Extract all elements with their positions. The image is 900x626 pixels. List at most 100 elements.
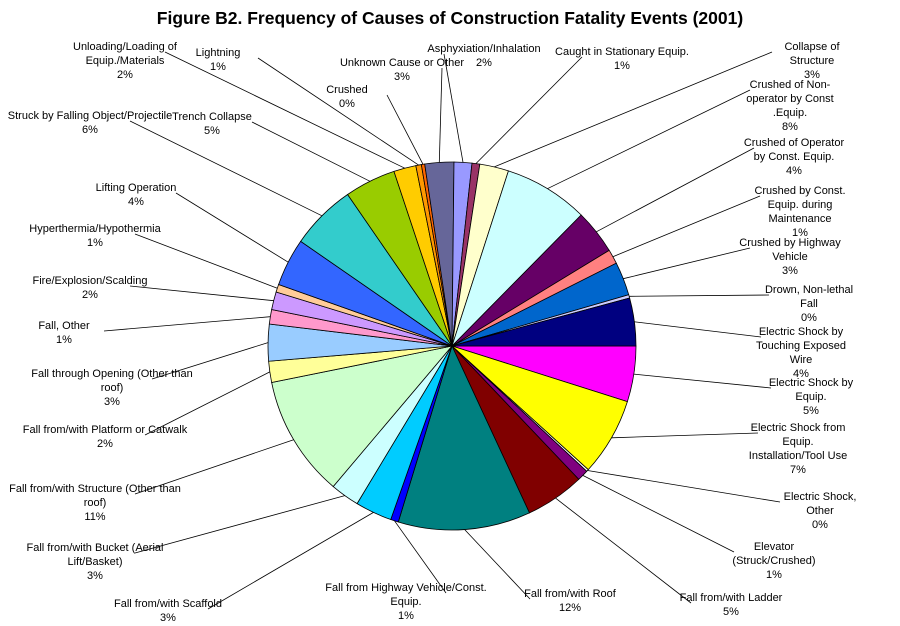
slice-label-percent: 0% [801, 312, 817, 324]
slice-label-percent: 1% [792, 227, 808, 239]
leader-line [547, 89, 751, 190]
slice-label-name: Fall from/with Scaffold [113, 598, 223, 610]
slice-label-percent: 1% [210, 61, 226, 73]
slice-label: Fall from/with Roof 12% [524, 587, 616, 615]
slice-label-percent: 0% [339, 98, 355, 110]
slice-label-name: Collapse of Structure [784, 41, 840, 67]
pie-slice [271, 345, 454, 488]
leader-line [555, 497, 692, 604]
slice-label-percent: 3% [160, 612, 176, 624]
slice-label: Crushed 0% [326, 83, 368, 111]
slice-label: Fall from/with Platform or Catwalk 2% [23, 423, 187, 451]
slice-label: Electric Shock by Equip. 5% [767, 376, 856, 418]
slice-label: Asphyxiation/Inhalation 2% [427, 42, 540, 70]
slice-label: Elevator (Struck/Crushed) 1% [711, 540, 837, 582]
slice-label: Electric Shock from Equip. Installation/… [747, 421, 849, 477]
leader-line [443, 53, 464, 163]
slice-label-name: Fall from Highway Vehicle/Const. Equip. [325, 582, 487, 608]
slice-label: Fire/Explosion/Scalding 2% [33, 274, 148, 302]
chart-title: Figure B2. Frequency of Causes of Constr… [156, 8, 744, 28]
slice-label-name: Crushed of Operator by Const. Equip. [743, 137, 845, 163]
slice-label-percent: 2% [476, 57, 492, 69]
slice-label-name: Caught in Stationary Equip. [555, 46, 689, 58]
slice-label-name: Fall through Opening (Other than roof) [31, 368, 193, 394]
slice-label-name: Drown, Non-lethal Fall [764, 284, 854, 310]
leader-line [164, 51, 405, 169]
leader-line [438, 67, 443, 163]
slice-label-name: Lightning [195, 47, 241, 59]
slice-label-name: Unloading/Loading of Equip./Materials [73, 41, 177, 67]
slice-label-name: Electric Shock from Equip. Installation/… [748, 422, 848, 462]
slice-label: Struck by Falling Object/Projectile 6% [8, 109, 172, 137]
slice-label-name: Asphyxiation/Inhalation [427, 43, 541, 55]
slice-label-percent: 4% [793, 368, 809, 380]
slice-label: Crushed of Non-operator by Const .Equip.… [735, 78, 845, 134]
slice-label-percent: 11% [84, 511, 106, 523]
slice-label-percent: 3% [87, 570, 103, 582]
slice-label: Caught in Stationary Equip. 1% [555, 45, 689, 73]
slice-label: Electric Shock by Touching Exposed Wire 4… [752, 325, 851, 381]
leader-line [623, 247, 751, 280]
slice-label-percent: 1% [614, 60, 630, 72]
leader-line [134, 233, 278, 289]
slice-label: Fall from/with Bucket (Aerial Lift/Baske… [8, 541, 183, 583]
slice-label-percent: 1% [87, 237, 103, 249]
slice-label: Crushed by Highway Vehicle 3% [735, 236, 845, 278]
leader-line [394, 520, 447, 594]
leader-line [582, 475, 735, 553]
slice-label: Fall through Opening (Other than roof) 3% [25, 367, 200, 409]
slice-label-name: Crushed of Non-operator by Const .Equip. [746, 79, 834, 119]
slice-label-percent: 5% [803, 405, 819, 417]
slice-label-percent: 3% [804, 69, 820, 81]
pie-slice [397, 344, 530, 531]
slice-label: Unloading/Loading of Equip./Materials 2% [38, 40, 213, 82]
slice-label-name: Fall, Other [38, 320, 90, 332]
slice-label-name: Hyperthermia/Hypothermia [29, 223, 161, 235]
leader-line [103, 316, 271, 332]
slice-label: Drown, Non-lethal Fall 0% [764, 283, 855, 325]
leader-line [494, 51, 773, 168]
slice-label-percent: 6% [82, 124, 98, 136]
slice-label: Hyperthermia/Hypothermia 1% [29, 222, 160, 250]
leader-line [386, 94, 424, 165]
slice-label-percent: 12% [558, 602, 582, 614]
slice-label: Trench Collapse 5% [172, 110, 252, 138]
slice-label: Crushed of Operator by Const. Equip. 4% [741, 136, 847, 178]
slice-label-percent: 5% [723, 606, 739, 618]
slice-label: Fall, Other 1% [38, 319, 89, 347]
leader-line [251, 121, 371, 182]
slice-label-name: Fall from/with Bucket (Aerial Lift/Baske… [26, 542, 164, 568]
slice-label: Fall from/with Ladder 5% [680, 591, 783, 619]
slice-label-percent: 3% [104, 396, 120, 408]
slice-label-percent: 1% [398, 610, 414, 622]
slice-label-percent: 8% [782, 121, 798, 133]
slice-label: Fall from/with Scaffold 3% [114, 597, 222, 625]
leader-line [611, 432, 759, 439]
slice-label: Lifting Operation 4% [96, 181, 177, 209]
slice-label-name: Trench Collapse [172, 111, 252, 123]
slice-label: Crushed by Const. Equip. during Maintena… [750, 184, 850, 240]
slice-label-percent: 1% [56, 334, 72, 346]
leader-line [475, 56, 583, 164]
slice-label: Unknown Cause or Other 3% [340, 56, 464, 84]
slice-label-percent: 2% [97, 438, 113, 450]
slice-label: Electric Shock, Other 0% [780, 490, 860, 532]
leader-line [207, 512, 374, 610]
leader-line [634, 321, 762, 338]
leader-line [596, 147, 755, 233]
leader-line [151, 342, 269, 380]
leader-line [144, 371, 270, 436]
leader-line [633, 373, 772, 389]
slice-label-percent: 2% [117, 69, 133, 81]
slice-label: Fall from/with Structure (Other than roo… [8, 482, 183, 524]
slice-label: Lightning 1% [196, 46, 241, 74]
slice-label-percent: 1% [766, 569, 782, 581]
pie-slice [451, 297, 637, 347]
slice-label-percent: 3% [782, 265, 798, 277]
slice-label-name: Fall from/with Structure (Other than roo… [9, 483, 181, 509]
slice-label-name: Struck by Falling Object/Projectile [7, 110, 173, 122]
slice-label-name: Crushed by Const. Equip. during Maintena… [754, 185, 846, 225]
slice-label-name: Crushed [326, 84, 368, 96]
slice-label-name: Crushed by Highway Vehicle [739, 237, 841, 263]
